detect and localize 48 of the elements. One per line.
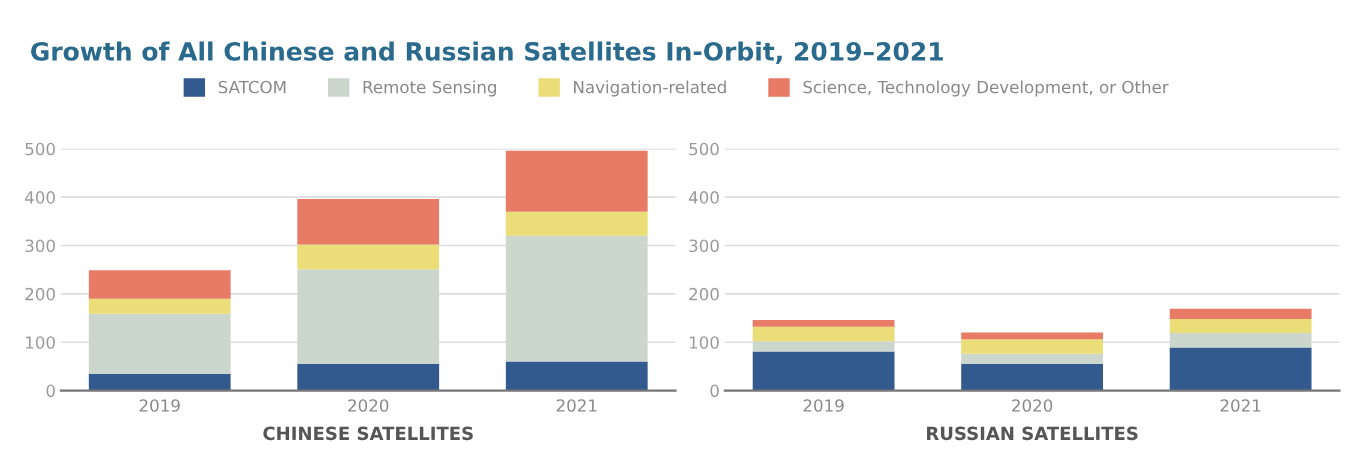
bar <box>961 364 1104 391</box>
x-tick-label: 2020 <box>1012 399 1053 412</box>
bar <box>505 150 648 212</box>
y-tick-label: 200 <box>25 287 55 301</box>
bar <box>297 244 440 270</box>
bar <box>961 353 1104 364</box>
bar <box>752 341 895 352</box>
bar <box>1169 308 1312 320</box>
x-tick-label: 2019 <box>139 399 180 412</box>
x-tick-label: 2020 <box>348 399 389 412</box>
x-axis-title: RUSSIAN SATELLITES <box>927 426 1138 441</box>
bar <box>1169 347 1312 391</box>
x-tick-label: 2019 <box>803 399 844 412</box>
x-tick-label: 2021 <box>556 399 597 412</box>
bar <box>88 298 231 314</box>
legend-label: SATCOM <box>218 80 286 94</box>
bar <box>505 235 648 362</box>
bar <box>88 270 231 299</box>
x-tick-label: 2021 <box>1220 399 1261 412</box>
bar <box>505 361 648 391</box>
bar <box>1169 333 1312 348</box>
y-tick-label: 500 <box>25 142 55 156</box>
y-tick-label: 0 <box>46 384 55 398</box>
chart-title: Growth of All Chinese and Russian Satellites In-Orbit, 2019–2021 <box>31 41 943 64</box>
bar <box>88 313 231 374</box>
bar <box>1169 319 1312 334</box>
bar <box>505 211 648 236</box>
y-tick-label: 500 <box>689 142 719 156</box>
y-tick-label: 400 <box>25 191 55 204</box>
y-tick-label: 200 <box>689 287 719 301</box>
bar <box>297 364 440 391</box>
y-tick-label: 300 <box>25 239 55 253</box>
bar <box>961 339 1104 354</box>
y-tick-label: 100 <box>689 336 719 349</box>
bar <box>752 319 895 327</box>
bar <box>297 199 440 245</box>
bar <box>752 351 895 391</box>
bar <box>88 373 231 391</box>
bar <box>297 269 440 364</box>
y-tick-label: 100 <box>26 336 55 349</box>
legend-label: Science, Technology Development, or Other <box>803 80 1169 97</box>
y-tick-label: 0 <box>710 384 719 398</box>
legend-label: Navigation-related <box>574 80 726 97</box>
x-axis-title: CHINESE SATELLITES <box>263 426 473 441</box>
y-tick-label: 400 <box>688 191 719 204</box>
y-tick-label: 300 <box>689 239 719 253</box>
bar <box>752 326 895 342</box>
legend-label: Remote Sensing <box>363 80 496 97</box>
